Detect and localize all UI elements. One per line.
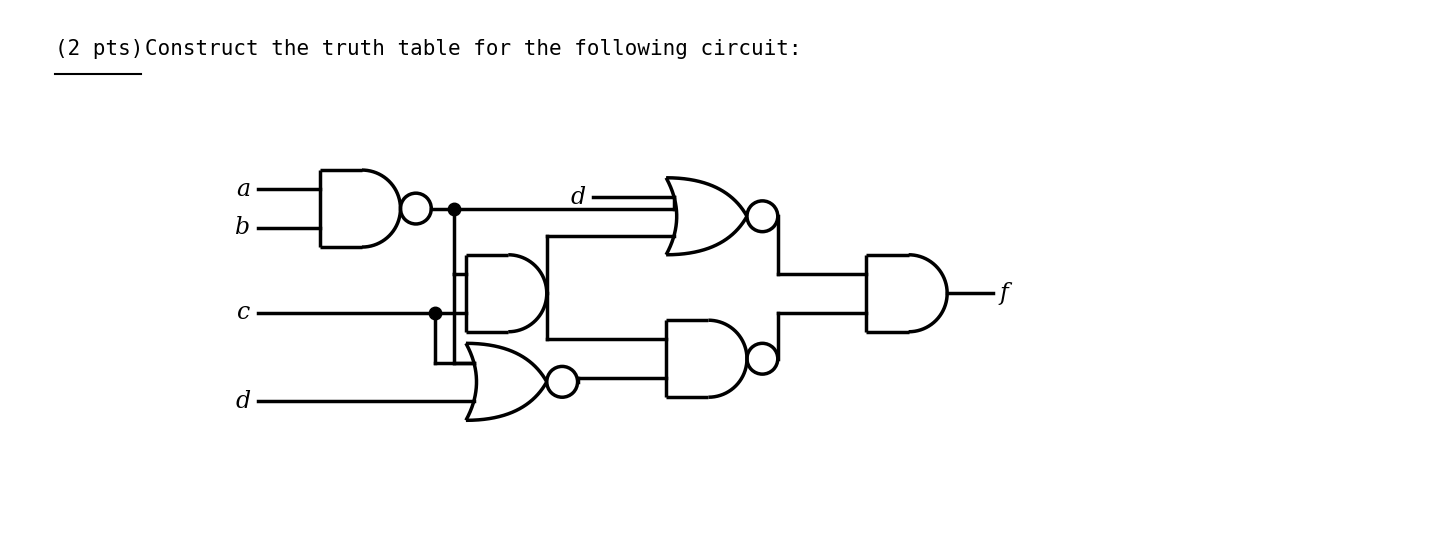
Text: b: b bbox=[235, 217, 251, 239]
Text: d: d bbox=[570, 186, 586, 208]
Text: c: c bbox=[236, 301, 251, 324]
Text: Construct the truth table for the following circuit:: Construct the truth table for the follow… bbox=[145, 39, 802, 58]
Text: f: f bbox=[999, 282, 1008, 305]
Text: (2 pts): (2 pts) bbox=[55, 39, 144, 58]
Text: a: a bbox=[236, 178, 251, 201]
Text: d: d bbox=[235, 390, 251, 413]
